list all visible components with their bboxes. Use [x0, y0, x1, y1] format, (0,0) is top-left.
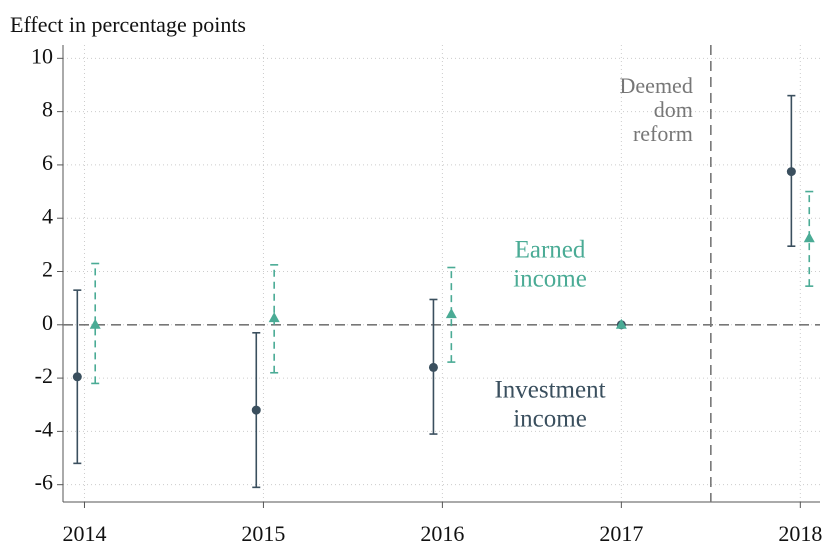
marker: [445, 308, 457, 319]
marker: [428, 362, 438, 372]
y-tick-label: -6: [35, 470, 53, 495]
series-label: Investment: [494, 377, 605, 404]
reform-label: Deemed: [620, 73, 693, 98]
y-tick-label: 4: [42, 203, 53, 228]
y-tick-label: -4: [35, 416, 53, 441]
y-tick-label: 2: [42, 257, 53, 282]
y-axis-label: Effect in percentage points: [10, 12, 246, 37]
marker: [803, 232, 815, 243]
x-tick-label: 2014: [62, 521, 106, 546]
error-bar: [447, 266, 456, 363]
series-label: income: [513, 266, 587, 293]
marker: [251, 405, 261, 415]
y-tick-label: 8: [42, 97, 53, 122]
marker: [72, 372, 82, 382]
x-tick-label: 2015: [241, 521, 285, 546]
marker: [89, 318, 101, 329]
reform-label: dom: [654, 97, 693, 122]
y-tick-label: 10: [31, 43, 53, 68]
error-bar: [805, 190, 814, 287]
x-tick-label: 2018: [778, 521, 822, 546]
y-tick-label: 6: [42, 150, 53, 175]
reform-label: reform: [633, 121, 693, 146]
y-tick-label: -2: [35, 363, 53, 388]
marker: [786, 167, 796, 177]
marker: [268, 312, 280, 323]
error-bar: [91, 262, 100, 385]
series-label: income: [513, 406, 587, 433]
series-label: Earned: [515, 237, 586, 264]
y-tick-label: 0: [42, 310, 53, 335]
marker: [615, 318, 627, 329]
x-tick-label: 2017: [599, 521, 643, 546]
x-tick-label: 2016: [420, 521, 464, 546]
